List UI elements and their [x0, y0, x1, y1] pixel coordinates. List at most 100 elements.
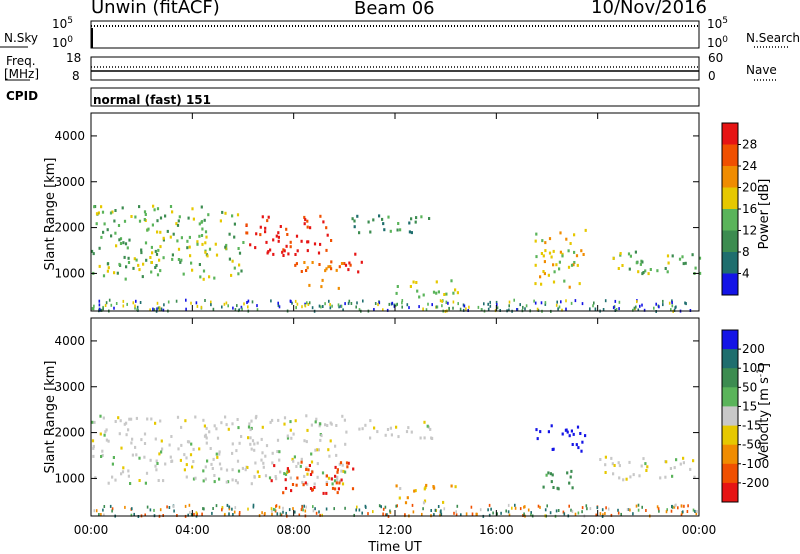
heatmap-cell — [295, 465, 298, 468]
heatmap-cell — [628, 460, 631, 464]
heatmap-cell — [221, 210, 224, 214]
heatmap-cell — [278, 305, 281, 309]
heatmap-cell — [637, 308, 640, 312]
heatmap-cell — [673, 505, 676, 509]
heatmap-cell — [296, 302, 299, 306]
heatmap-cell — [556, 300, 558, 304]
heatmap-cell — [143, 218, 146, 221]
heatmap-cell — [92, 307, 95, 311]
heatmap-cell — [162, 238, 165, 242]
heatmap-cell — [386, 308, 389, 312]
heatmap-cell — [113, 219, 116, 223]
nave-tick-low: 0 — [708, 69, 716, 83]
heatmap-cell — [295, 306, 297, 310]
heatmap-cell — [361, 427, 364, 431]
heatmap-cell — [329, 306, 332, 310]
heatmap-cell — [344, 302, 346, 306]
heatmap-cell — [487, 508, 489, 512]
heatmap-cell — [356, 505, 358, 509]
heatmap-cell — [534, 282, 537, 286]
heatmap-cell — [422, 293, 425, 297]
heatmap-cell — [202, 269, 206, 273]
heatmap-cell — [383, 228, 386, 232]
heatmap-cell — [434, 508, 437, 512]
heatmap-cell — [664, 475, 667, 479]
heatmap-cell — [429, 427, 432, 431]
heatmap-cell — [289, 428, 292, 432]
heatmap-cell — [100, 308, 103, 312]
heatmap-cell — [130, 441, 133, 445]
heatmap-cell — [224, 245, 227, 249]
heatmap-cell — [153, 308, 156, 312]
heatmap-cell — [250, 419, 253, 423]
heatmap-cell — [333, 479, 337, 483]
heatmap-cell — [125, 421, 128, 425]
heatmap-cell — [685, 302, 687, 306]
freq-panel — [90, 56, 700, 81]
heatmap-cell — [211, 467, 214, 470]
heatmap-cell — [508, 304, 510, 308]
heatmap-cell — [447, 301, 449, 305]
heatmap-cell — [100, 205, 103, 209]
heatmap-cell — [157, 248, 160, 252]
heatmap-cell — [127, 469, 130, 473]
heatmap-cell — [420, 215, 423, 219]
heatmap-cell — [558, 260, 561, 264]
heatmap-cell — [292, 432, 295, 436]
heatmap-cell — [437, 290, 440, 294]
heatmap-cell — [348, 261, 351, 265]
heatmap-cell — [160, 307, 163, 311]
heatmap-cell — [158, 452, 161, 456]
heatmap-cell — [355, 305, 357, 309]
heatmap-cell — [535, 232, 538, 236]
heatmap-cell — [304, 218, 307, 222]
heatmap-cell — [586, 507, 588, 511]
heatmap-cell — [530, 513, 532, 517]
heatmap-cell — [152, 307, 154, 311]
heatmap-cell — [296, 476, 299, 480]
heatmap-cell — [629, 475, 632, 479]
heatmap-cell — [262, 465, 265, 469]
velocity-frame — [90, 317, 700, 517]
heatmap-cell — [581, 440, 584, 444]
heatmap-cell — [278, 505, 281, 509]
heatmap-cell — [304, 509, 307, 513]
heatmap-cell — [408, 306, 410, 310]
heatmap-cell — [666, 270, 669, 274]
heatmap-cell — [106, 228, 109, 232]
heatmap-cell — [145, 258, 148, 262]
heatmap-cell — [453, 511, 455, 515]
heatmap-cell — [234, 479, 238, 483]
heatmap-cell — [150, 417, 153, 421]
heatmap-cell — [443, 293, 446, 296]
heatmap-cell — [568, 481, 571, 485]
heatmap-cell — [225, 243, 228, 247]
heatmap-cell — [209, 447, 212, 450]
heatmap-cell — [179, 260, 182, 264]
heatmap-cell — [228, 257, 231, 261]
heatmap-cell — [274, 508, 276, 512]
heatmap-cell — [110, 234, 113, 238]
heatmap-cell — [227, 480, 230, 484]
heatmap-cell — [671, 299, 673, 303]
heatmap-cell — [669, 467, 672, 470]
heatmap-cell — [177, 247, 181, 251]
heatmap-cell — [511, 506, 513, 510]
heatmap-cell — [589, 307, 591, 311]
heatmap-cell — [284, 486, 288, 490]
heatmap-cell — [397, 222, 400, 225]
heatmap-cell — [271, 451, 274, 455]
heatmap-cell — [198, 222, 201, 226]
heatmap-cell — [563, 279, 566, 283]
heatmap-cell — [620, 512, 622, 516]
heatmap-cell — [309, 226, 312, 230]
heatmap-cell — [693, 475, 696, 479]
heatmap-cell — [150, 245, 153, 249]
heatmap-cell — [401, 305, 403, 309]
heatmap-cell — [563, 512, 566, 516]
heatmap-cell — [189, 453, 193, 457]
heatmap-cell — [313, 482, 316, 486]
heatmap-cell — [540, 282, 543, 286]
heatmap-cell — [233, 510, 236, 514]
heatmap-cell — [414, 489, 417, 493]
